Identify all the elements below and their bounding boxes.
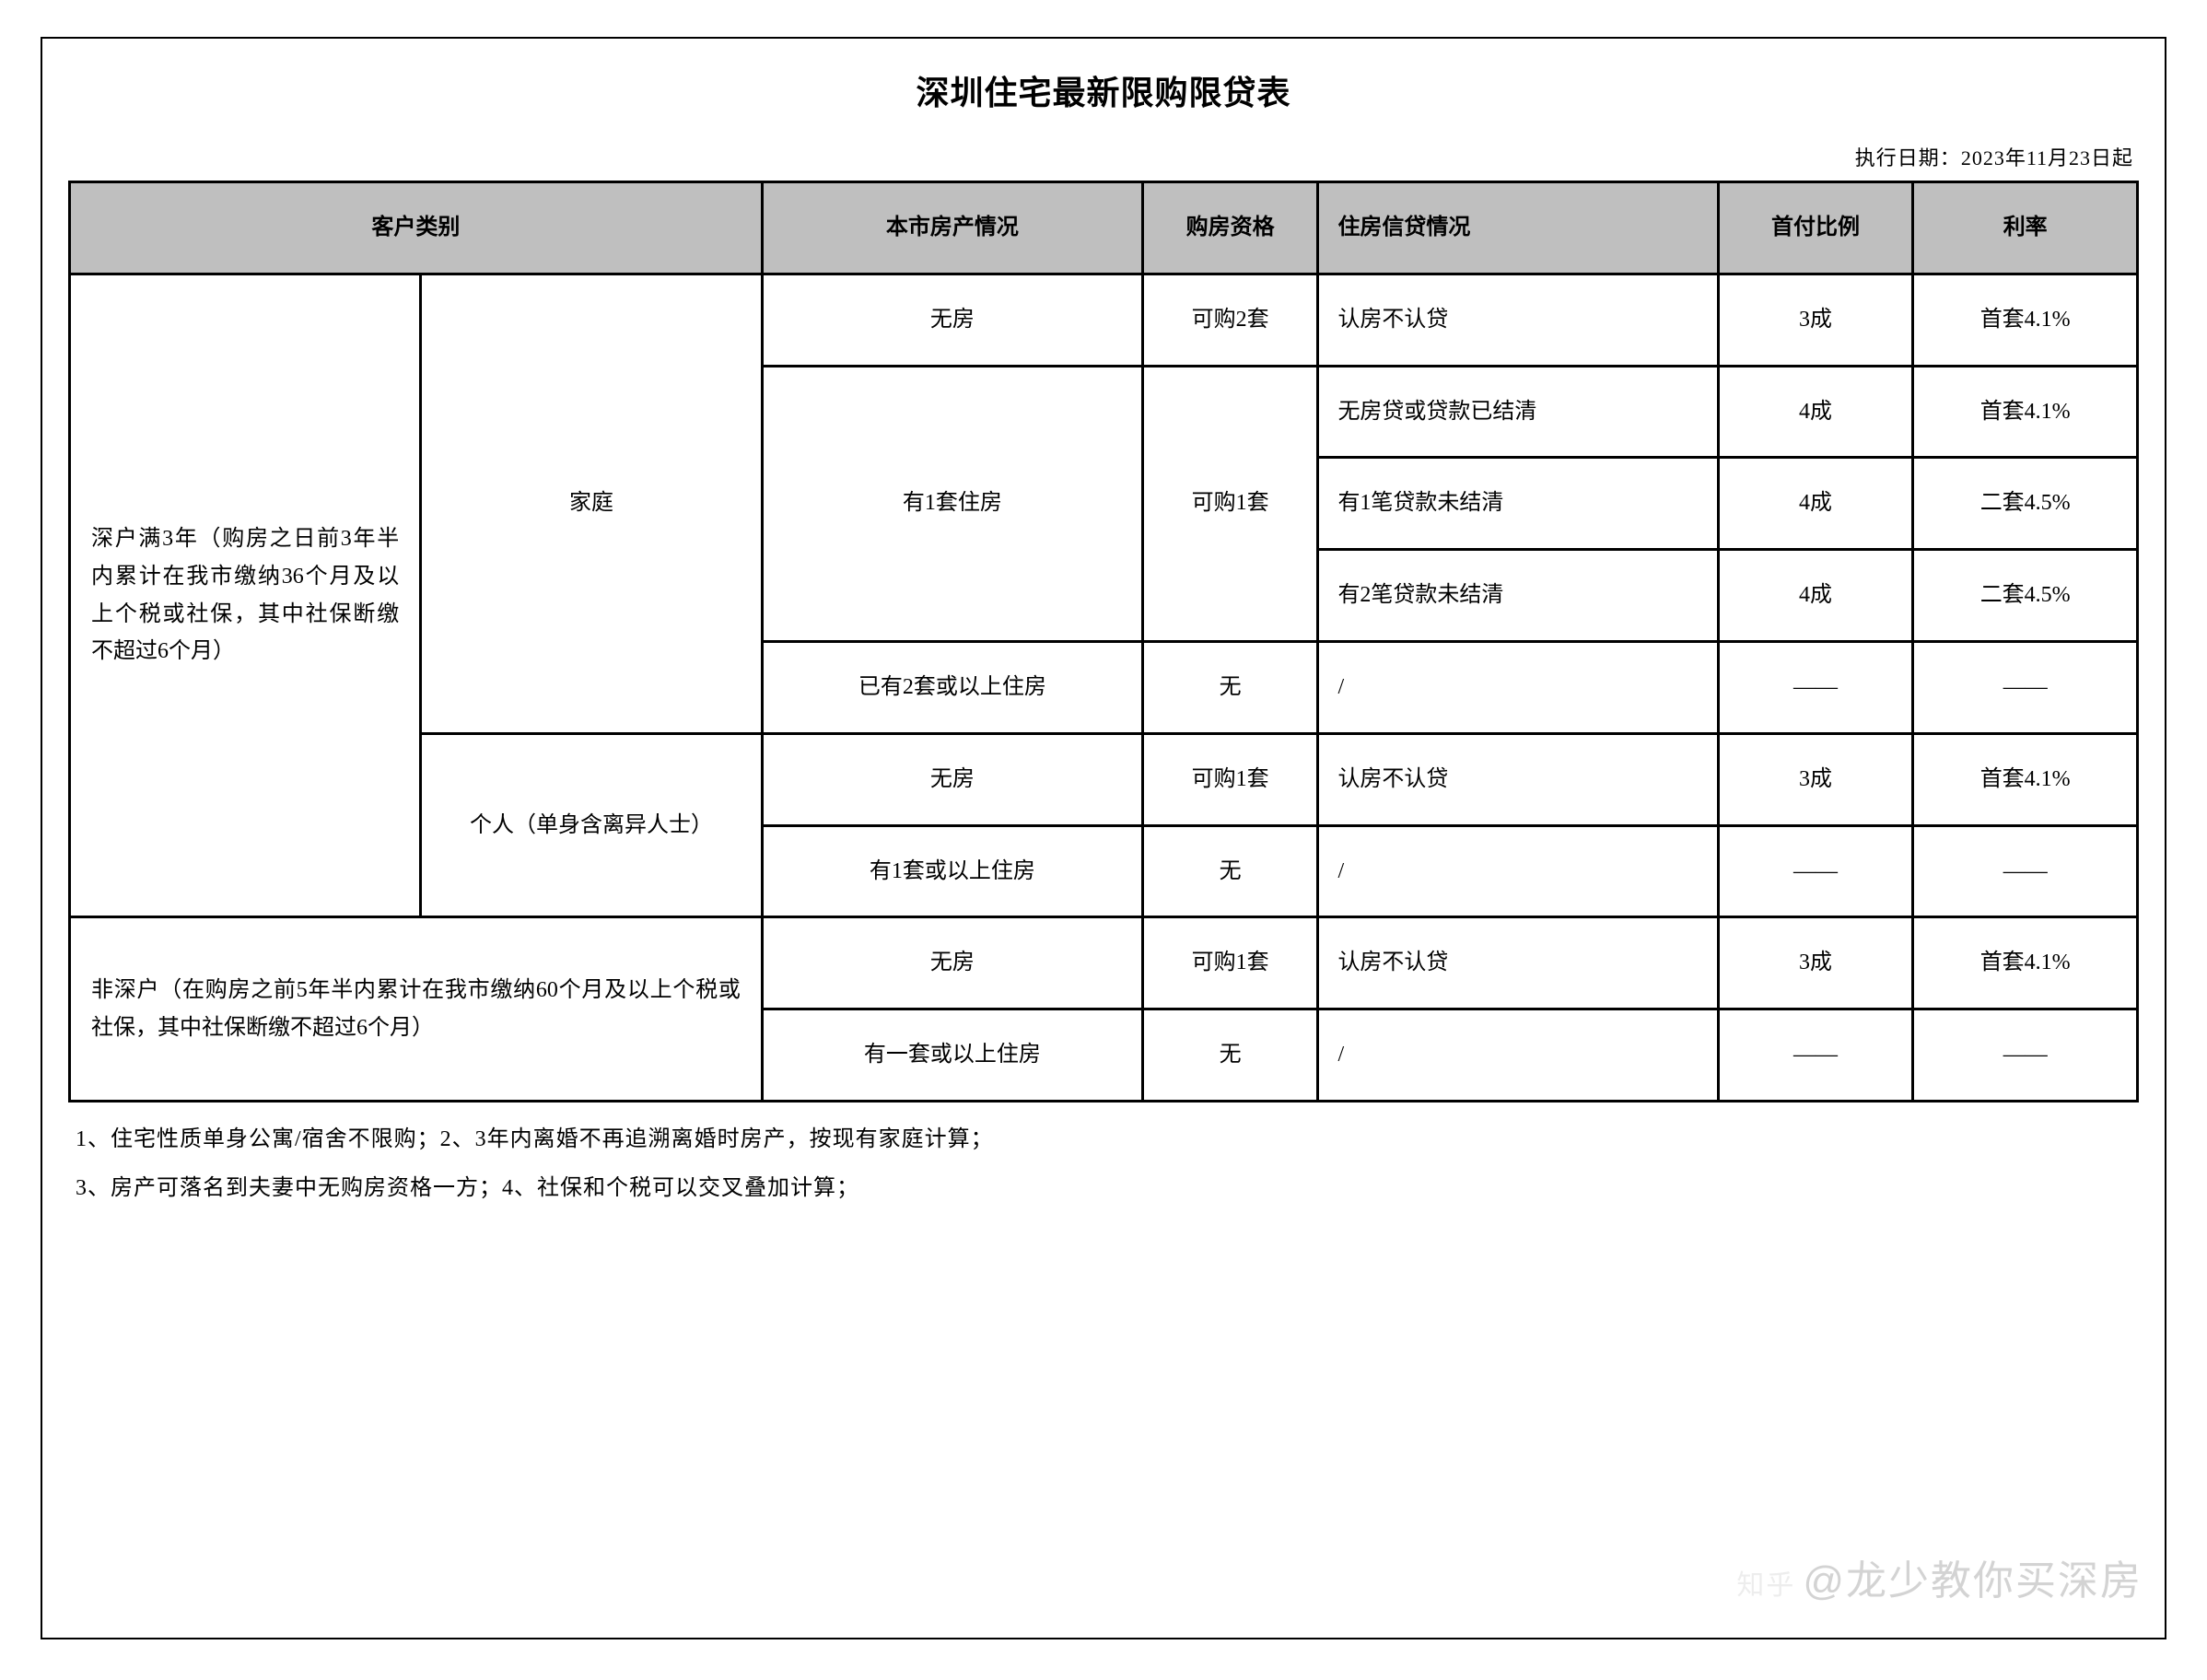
subcat-family: 家庭 bbox=[421, 274, 763, 733]
exec-date-value: 2023年11月23日起 bbox=[1961, 146, 2133, 169]
cat-shenzhen-hukou: 深户满3年（购房之日前3年半内累计在我市缴纳36个月及以上个税或社保，其中社保断… bbox=[70, 274, 421, 917]
cell-rate: —— bbox=[1913, 641, 2138, 733]
page: 深圳住宅最新限购限贷表 执行日期：2023年11月23日起 客户类别 本市房产情… bbox=[0, 0, 2207, 1680]
cell-downpay: 4成 bbox=[1718, 458, 1913, 550]
cell-rate: 首套4.1% bbox=[1913, 917, 2138, 1009]
cell-property: 已有2套或以上住房 bbox=[762, 641, 1142, 733]
cell-qualification: 可购1套 bbox=[1142, 917, 1318, 1009]
cell-rate: 首套4.1% bbox=[1913, 366, 2138, 458]
subcat-single: 个人（单身含离异人士） bbox=[421, 733, 763, 917]
cell-rate: —— bbox=[1913, 825, 2138, 917]
cell-downpay: —— bbox=[1718, 825, 1913, 917]
cell-credit: 有2笔贷款未结清 bbox=[1318, 550, 1718, 642]
cat-non-shenzhen: 非深户（在购房之前5年半内累计在我市缴纳60个月及以上个税或社保，其中社保断缴不… bbox=[70, 917, 763, 1102]
cell-property: 无房 bbox=[762, 274, 1142, 366]
cell-downpay: —— bbox=[1718, 1009, 1913, 1102]
cell-qualification: 可购2套 bbox=[1142, 274, 1318, 366]
document-frame: 深圳住宅最新限购限贷表 执行日期：2023年11月23日起 客户类别 本市房产情… bbox=[41, 37, 2166, 1639]
table-header-row: 客户类别 本市房产情况 购房资格 住房信贷情况 首付比例 利率 bbox=[70, 182, 2138, 274]
cell-rate: 首套4.1% bbox=[1913, 733, 2138, 825]
col-credit: 住房信贷情况 bbox=[1318, 182, 1718, 274]
cell-credit: 有1笔贷款未结清 bbox=[1318, 458, 1718, 550]
table-row: 深户满3年（购房之日前3年半内累计在我市缴纳36个月及以上个税或社保，其中社保断… bbox=[70, 274, 2138, 366]
cell-qualification: 无 bbox=[1142, 825, 1318, 917]
footnote-line: 3、房产可落名到夫妻中无购房资格一方；4、社保和个税可以交叉叠加计算； bbox=[76, 1164, 2131, 1213]
cell-qualification: 无 bbox=[1142, 1009, 1318, 1102]
cell-property: 无房 bbox=[762, 917, 1142, 1009]
cell-rate: 首套4.1% bbox=[1913, 274, 2138, 366]
cell-qualification: 可购1套 bbox=[1142, 733, 1318, 825]
cell-credit: / bbox=[1318, 641, 1718, 733]
cell-credit: 认房不认贷 bbox=[1318, 733, 1718, 825]
cell-property: 无房 bbox=[762, 733, 1142, 825]
cell-downpay: 3成 bbox=[1718, 733, 1913, 825]
exec-date: 执行日期：2023年11月23日起 bbox=[68, 142, 2133, 171]
cell-credit: 认房不认贷 bbox=[1318, 917, 1718, 1009]
cell-downpay: 3成 bbox=[1718, 274, 1913, 366]
footnote-line: 1、住宅性质单身公寓/宿舍不限购；2、3年内离婚不再追溯离婚时房产，按现有家庭计… bbox=[76, 1115, 2131, 1164]
cell-credit: 认房不认贷 bbox=[1318, 274, 1718, 366]
cell-qualification: 无 bbox=[1142, 641, 1318, 733]
cell-property: 有1套或以上住房 bbox=[762, 825, 1142, 917]
col-qualification: 购房资格 bbox=[1142, 182, 1318, 274]
col-property: 本市房产情况 bbox=[762, 182, 1142, 274]
table-row: 非深户（在购房之前5年半内累计在我市缴纳60个月及以上个税或社保，其中社保断缴不… bbox=[70, 917, 2138, 1009]
cell-credit: / bbox=[1318, 825, 1718, 917]
cell-downpay: —— bbox=[1718, 641, 1913, 733]
col-rate: 利率 bbox=[1913, 182, 2138, 274]
cell-credit: 无房贷或贷款已结清 bbox=[1318, 366, 1718, 458]
cell-rate: —— bbox=[1913, 1009, 2138, 1102]
cell-credit: / bbox=[1318, 1009, 1718, 1102]
cell-property: 有1套住房 bbox=[762, 366, 1142, 641]
cell-property: 有一套或以上住房 bbox=[762, 1009, 1142, 1102]
col-category: 客户类别 bbox=[70, 182, 763, 274]
cell-rate: 二套4.5% bbox=[1913, 458, 2138, 550]
page-title: 深圳住宅最新限购限贷表 bbox=[68, 66, 2139, 114]
cell-downpay: 4成 bbox=[1718, 366, 1913, 458]
cell-rate: 二套4.5% bbox=[1913, 550, 2138, 642]
footnotes: 1、住宅性质单身公寓/宿舍不限购；2、3年内离婚不再追溯离婚时房产，按现有家庭计… bbox=[68, 1102, 2139, 1220]
exec-date-label: 执行日期： bbox=[1855, 146, 1961, 169]
cell-downpay: 4成 bbox=[1718, 550, 1913, 642]
cell-qualification: 可购1套 bbox=[1142, 366, 1318, 641]
col-downpay: 首付比例 bbox=[1718, 182, 1913, 274]
cell-downpay: 3成 bbox=[1718, 917, 1913, 1009]
policy-table: 客户类别 本市房产情况 购房资格 住房信贷情况 首付比例 利率 深户满3年（购房… bbox=[68, 181, 2139, 1102]
